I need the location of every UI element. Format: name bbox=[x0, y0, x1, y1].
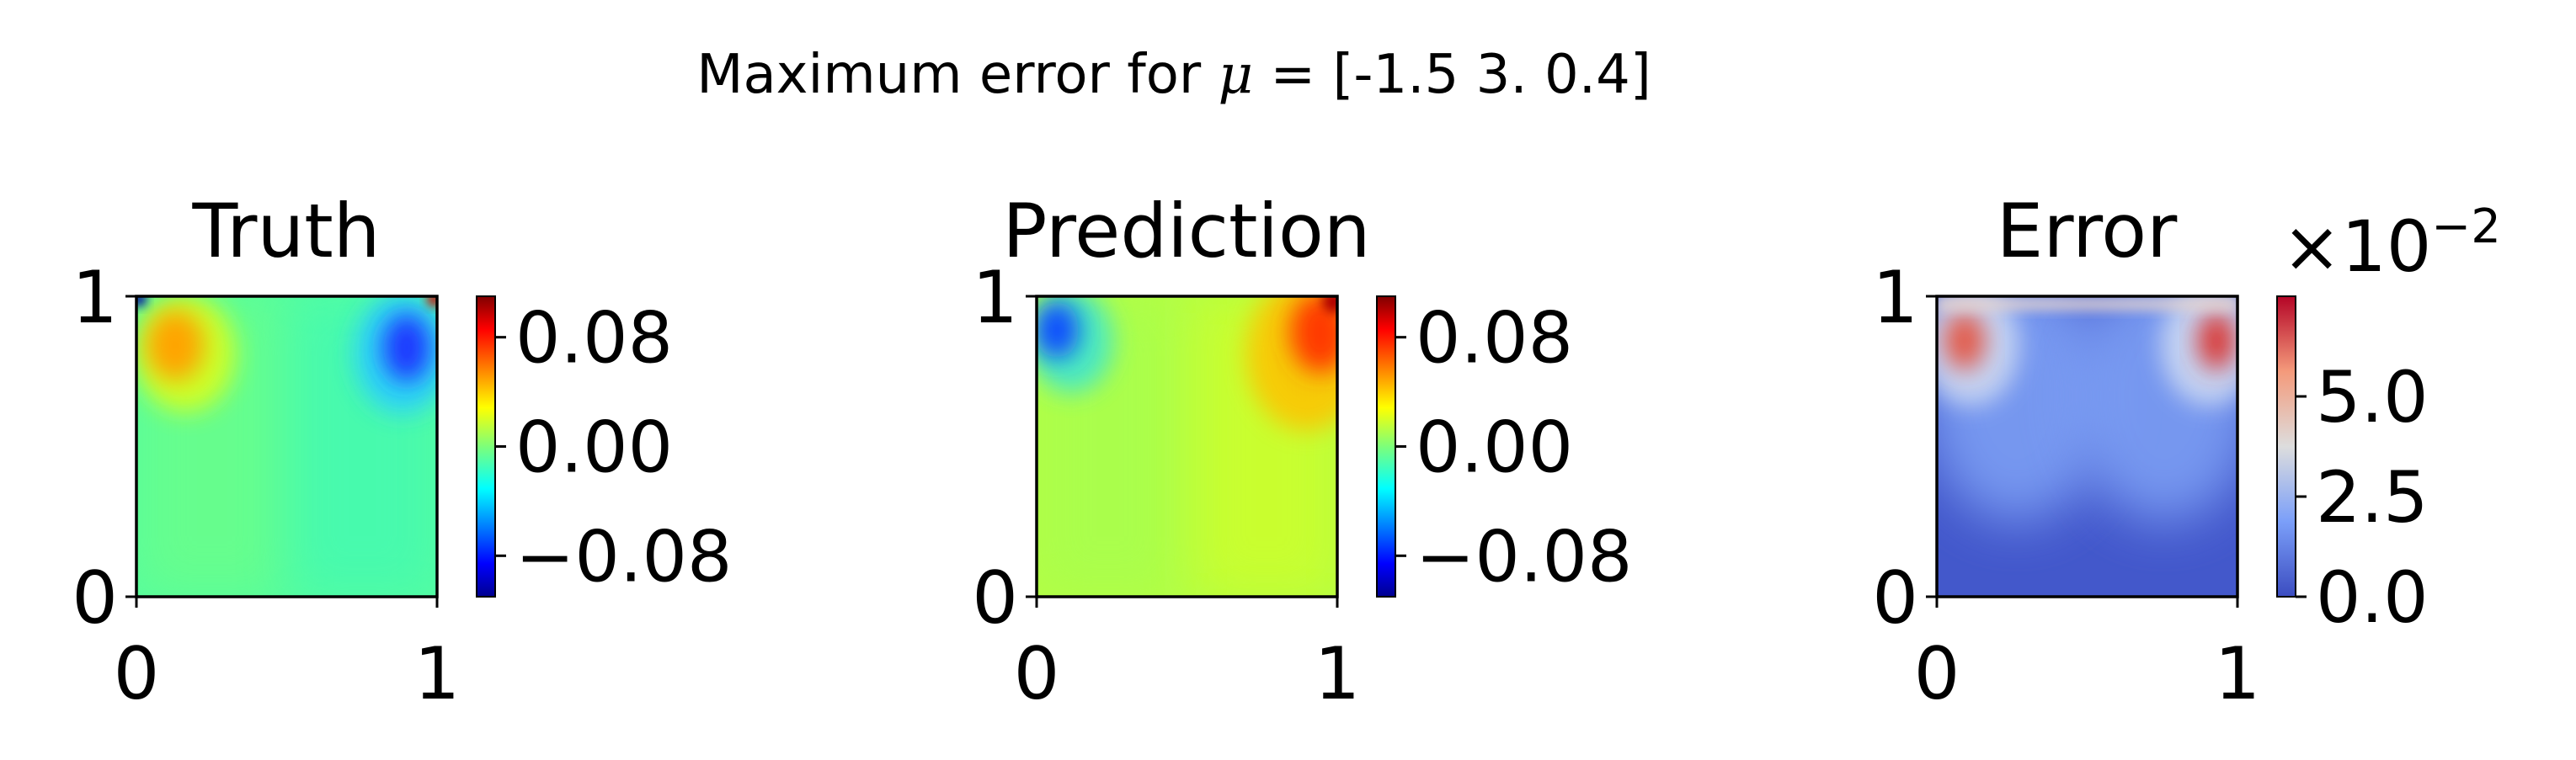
y-tick-label: 1 bbox=[1872, 256, 1918, 340]
colorbar-gradient bbox=[476, 295, 496, 598]
colorbar: 0.0 2.5 5.0 ×10−2 bbox=[2276, 199, 2501, 639]
y-tick-label: 0 bbox=[72, 556, 118, 640]
panel-title: Error bbox=[1997, 188, 2178, 274]
heatmap-field bbox=[136, 296, 437, 597]
colorbar-tick-label: 0.08 bbox=[1416, 297, 1573, 380]
heatmap-field bbox=[1037, 296, 1337, 597]
axes-frame bbox=[1035, 295, 1339, 598]
x-tick-label: 0 bbox=[1914, 632, 1960, 716]
colorbar-tick-label: 0.00 bbox=[1416, 407, 1573, 489]
colorbar: −0.08 0.00 0.08 bbox=[476, 295, 732, 598]
panel-title: Prediction bbox=[1002, 188, 1370, 274]
colorbar-tick-label: 0.08 bbox=[515, 297, 673, 380]
colorbar-tick-label: 0.00 bbox=[515, 407, 673, 489]
heatmap-field bbox=[1937, 296, 2237, 597]
colorbar-tick-label: 0.0 bbox=[2316, 556, 2429, 639]
x-tick-label: 0 bbox=[114, 632, 160, 716]
colorbar-offset-label: ×10−2 bbox=[2282, 199, 2501, 288]
x-tick-label: 1 bbox=[2215, 632, 2261, 716]
colorbar-tick-label: 5.0 bbox=[2316, 356, 2429, 438]
y-tick-label: 1 bbox=[972, 256, 1018, 340]
x-tick-label: 1 bbox=[414, 632, 461, 716]
panel-title: Truth bbox=[191, 188, 380, 274]
panel-prediction: Prediction 0 1 0 1 −0.08 0.00 0.08 bbox=[972, 188, 1632, 716]
panel-error: Error 0 1 0 1 0.0 2.5 5.0 ×10−2 bbox=[1872, 188, 2501, 716]
x-tick-label: 0 bbox=[1014, 632, 1060, 716]
axes-frame bbox=[1935, 295, 2239, 598]
panel-truth: Truth 0 1 0 1 −0.08 0.00 0.08 bbox=[72, 188, 732, 716]
axes-frame bbox=[135, 295, 439, 598]
x-tick-label: 1 bbox=[1315, 632, 1361, 716]
colorbar-tick-label: 2.5 bbox=[2316, 456, 2429, 539]
y-tick-label: 0 bbox=[1872, 556, 1918, 640]
y-tick-label: 1 bbox=[72, 256, 118, 340]
colorbar: −0.08 0.00 0.08 bbox=[1376, 295, 1632, 598]
y-tick-label: 0 bbox=[972, 556, 1018, 640]
colorbar-gradient bbox=[1376, 295, 1396, 598]
figure-suptitle: Maximum error for μ = [-1.5 3. 0.4] bbox=[696, 44, 1651, 106]
colorbar-gradient bbox=[2276, 295, 2296, 598]
colorbar-tick-label: −0.08 bbox=[1416, 515, 1632, 598]
colorbar-tick-label: −0.08 bbox=[515, 515, 732, 598]
